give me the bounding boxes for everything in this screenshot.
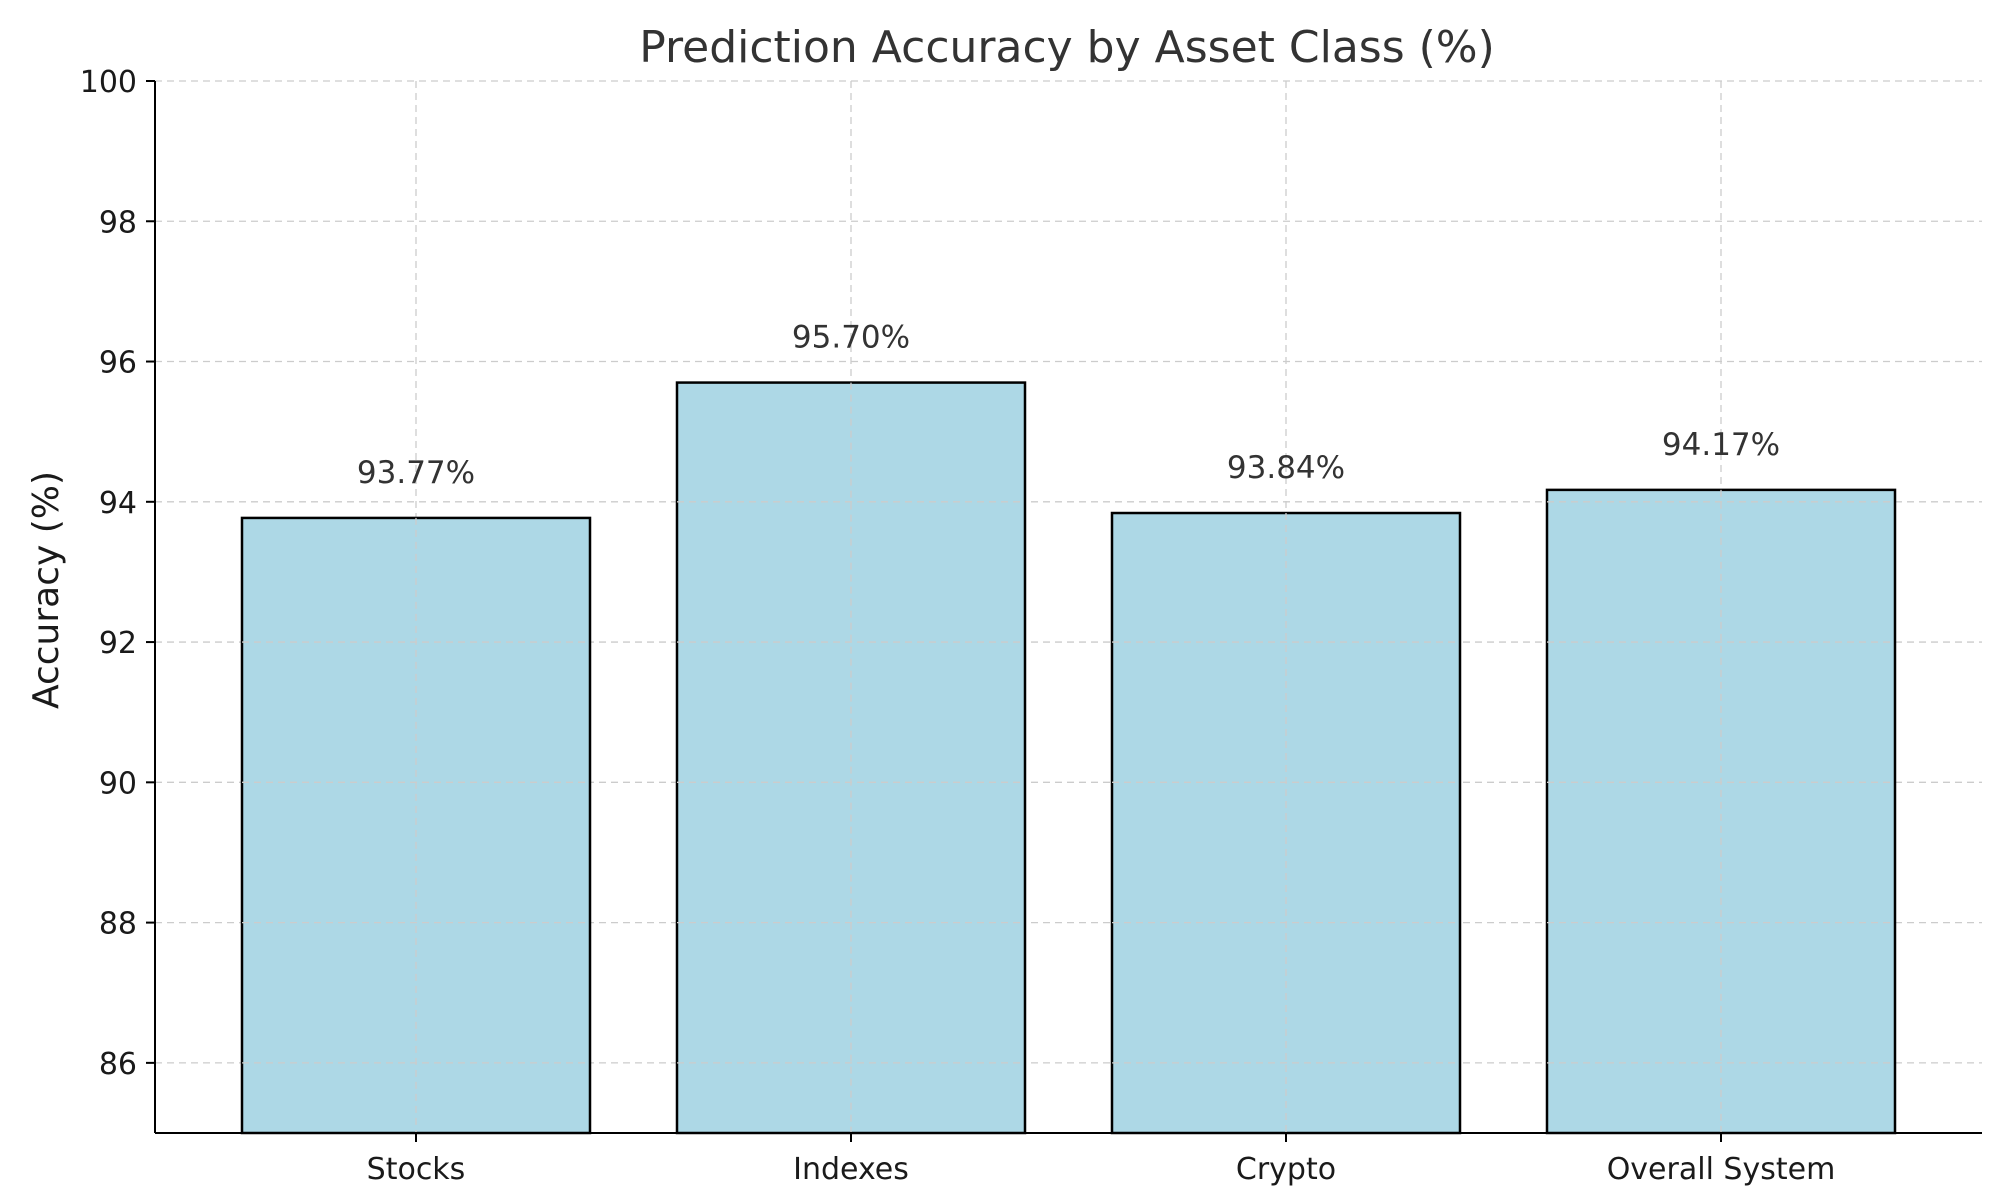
y-tick-label-3: 92 — [99, 626, 137, 661]
bars — [240, 381, 1897, 1135]
x-tick-label-overall-system: Overall System — [1607, 1152, 1836, 1187]
x-tick-label-stocks: Stocks — [367, 1152, 466, 1187]
y-tick-label-1: 88 — [99, 907, 137, 942]
x-tick-label-crypto: Crypto — [1236, 1152, 1336, 1187]
bar-overall-system — [1545, 488, 1897, 1135]
bar-crypto — [1110, 511, 1462, 1135]
y-tick-label-0: 86 — [99, 1047, 137, 1082]
y-tick-label-4: 94 — [99, 486, 137, 521]
y-tick-label-6: 98 — [99, 205, 137, 240]
y-tick-label-5: 96 — [99, 346, 137, 381]
x-tick-label-indexes: Indexes — [793, 1152, 909, 1187]
chart-title: Prediction Accuracy by Asset Class (%) — [639, 22, 1495, 73]
y-axis-label: Accuracy (%) — [26, 471, 67, 709]
data-labels: 93.77% 95.70% 93.84% 94.17% — [357, 320, 1780, 491]
data-label-indexes: 95.70% — [792, 320, 910, 356]
data-label-overall-system: 94.17% — [1662, 427, 1780, 463]
y-tick-label-7: 100 — [80, 65, 137, 100]
data-label-crypto: 93.84% — [1227, 450, 1345, 486]
y-tick-label-2: 90 — [99, 766, 137, 801]
data-label-stocks: 93.77% — [357, 455, 475, 491]
axes: 86 88 90 92 94 96 98 100 Stocks Indexes Crypto Over… — [80, 65, 1982, 1187]
